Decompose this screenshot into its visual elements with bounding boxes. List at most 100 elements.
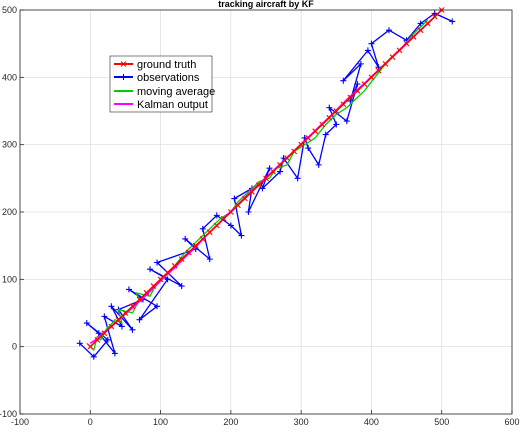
data-point-ground-truth [234,202,241,209]
data-point-ground-truth [431,13,438,20]
series-line-moving-average [86,19,429,351]
x-tick-label: 500 [434,417,449,427]
data-point-ground-truth [382,60,389,67]
legend-marker [120,74,127,80]
data-point-ground-truth [136,296,143,303]
legend: ground truth observations moving average… [109,55,215,113]
legend-label-ground-truth: ground truth [137,59,196,71]
data-point-ground-truth [220,215,227,222]
data-point-ground-truth [129,303,136,310]
data-point-ground-truth [326,114,333,121]
data-point-ground-truth [185,249,192,256]
data-point-observations [178,283,185,290]
y-tick-label: 200 [2,207,17,217]
data-point-observations [129,326,136,333]
data-point-ground-truth [277,161,283,168]
data-point-ground-truth [206,229,213,236]
plot-frame [19,9,513,415]
data-point-observations [111,350,118,357]
legend-label-kalman-output: Kalman output [137,99,208,111]
data-point-observations [76,340,83,347]
data-point-observations [259,185,266,192]
legend-label-observations: observations [137,72,200,84]
data-point-ground-truth [101,330,108,337]
data-point-observations [182,235,189,242]
data-point-ground-truth [213,222,220,229]
data-point-ground-truth [94,337,101,343]
data-point-ground-truth [157,276,164,283]
x-tick-label: 300 [294,417,309,427]
legend-label-moving-average: moving average [137,86,215,98]
data-point-ground-truth [319,121,326,128]
data-point-ground-truth [150,283,157,289]
x-tick-label: 100 [153,417,168,427]
data-point-observations [83,320,90,327]
data-point-ground-truth [143,289,150,296]
data-point-observations [305,145,312,152]
data-point-ground-truth [291,148,298,155]
chart-title: tracking aircraft by KF [218,0,314,9]
data-point-observations [357,60,364,67]
data-point-observations [294,175,301,182]
data-point-ground-truth [115,316,122,323]
data-point-observations [354,81,361,88]
x-tick-label: 0 [88,417,93,427]
data-point-observations [125,286,132,293]
y-tick-label: 100 [2,274,17,284]
data-point-observations [245,209,252,215]
data-point-observations [368,40,375,47]
series-layer [76,7,456,360]
data-point-ground-truth [375,67,382,74]
data-point-observations [136,316,143,323]
data-point-observations [326,104,333,111]
tick-labels: -100 0 100 200 300 400 500 600 -100 0 100 200 300 400… [0,5,520,427]
data-point-observations [364,47,371,54]
data-point-ground-truth [242,195,248,202]
legend-box [109,55,213,113]
x-tick-label: 200 [223,417,238,427]
x-tick-label: 400 [364,417,379,427]
data-point-observations [147,266,154,273]
data-point-observations [386,27,392,34]
data-point-observations [108,303,115,310]
data-point-observations [315,161,322,168]
legend-marker [120,61,127,67]
data-point-observations [101,313,108,320]
data-point-ground-truth [87,343,94,350]
data-point-observations [199,225,206,232]
data-point-ground-truth [417,27,424,34]
data-point-ground-truth [263,175,269,182]
data-point-observations [449,18,456,25]
data-point-ground-truth [164,269,171,276]
x-tick-label: -100 [11,417,29,427]
data-point-observations [213,212,220,219]
data-point-ground-truth [333,108,340,114]
x-tick-label: 600 [504,417,519,427]
data-point-observations [322,131,329,138]
data-point-ground-truth [227,209,234,215]
data-point-observations [227,222,234,229]
data-point-observations [431,10,438,17]
data-point-ground-truth [178,256,185,263]
data-point-ground-truth [171,262,178,269]
data-point-ground-truth [396,47,403,54]
data-point-ground-truth [312,128,319,135]
data-point-ground-truth [270,168,276,175]
y-tick-label: 500 [2,5,17,15]
data-point-ground-truth [199,236,206,242]
data-point-observations [118,323,125,330]
y-tick-label: -100 [0,409,17,419]
data-point-observations [154,303,161,310]
data-point-ground-truth [256,182,262,188]
data-point-ground-truth [340,101,347,108]
data-point-observations [238,232,245,239]
data-point-ground-truth [410,34,417,40]
data-point-ground-truth [361,81,368,87]
y-tick-label: 300 [2,140,17,150]
data-point-ground-truth [403,40,410,47]
data-point-ground-truth [305,135,312,141]
data-point-ground-truth [249,188,255,195]
data-point-observations [95,330,102,337]
